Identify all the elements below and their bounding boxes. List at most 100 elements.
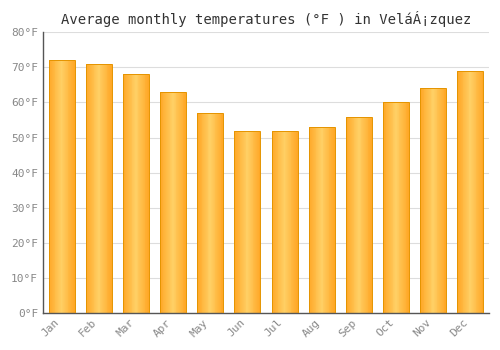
Bar: [421, 89, 422, 313]
Bar: [353, 117, 354, 313]
Bar: [126, 75, 127, 313]
Bar: [350, 117, 351, 313]
Bar: [308, 127, 334, 313]
Bar: [89, 64, 90, 313]
Bar: [217, 113, 218, 313]
Bar: [284, 131, 286, 313]
Bar: [248, 131, 249, 313]
Bar: [396, 103, 397, 313]
Bar: [128, 75, 129, 313]
Bar: [321, 127, 322, 313]
Bar: [165, 92, 166, 313]
Bar: [92, 64, 94, 313]
Bar: [48, 61, 50, 313]
Bar: [66, 61, 67, 313]
Bar: [58, 61, 59, 313]
Bar: [53, 61, 54, 313]
Bar: [436, 89, 438, 313]
Bar: [134, 75, 135, 313]
Bar: [383, 103, 409, 313]
Bar: [292, 131, 293, 313]
Bar: [275, 131, 276, 313]
Bar: [166, 92, 167, 313]
Bar: [283, 131, 284, 313]
Bar: [142, 75, 143, 313]
Bar: [356, 117, 357, 313]
Bar: [426, 89, 427, 313]
Bar: [458, 71, 483, 313]
Bar: [276, 131, 278, 313]
Bar: [202, 113, 203, 313]
Bar: [280, 131, 281, 313]
Bar: [386, 103, 388, 313]
Bar: [444, 89, 446, 313]
Bar: [287, 131, 288, 313]
Bar: [296, 131, 298, 313]
Bar: [95, 64, 96, 313]
Bar: [473, 71, 474, 313]
Bar: [127, 75, 128, 313]
Bar: [434, 89, 435, 313]
Bar: [314, 127, 316, 313]
Bar: [91, 64, 92, 313]
Bar: [254, 131, 255, 313]
Bar: [146, 75, 147, 313]
Bar: [392, 103, 394, 313]
Bar: [295, 131, 296, 313]
Bar: [106, 64, 108, 313]
Bar: [132, 75, 134, 313]
Bar: [136, 75, 138, 313]
Bar: [358, 117, 359, 313]
Bar: [143, 75, 144, 313]
Bar: [147, 75, 148, 313]
Bar: [59, 61, 60, 313]
Bar: [467, 71, 468, 313]
Bar: [96, 64, 97, 313]
Bar: [110, 64, 111, 313]
Bar: [141, 75, 142, 313]
Bar: [352, 117, 353, 313]
Bar: [200, 113, 202, 313]
Bar: [249, 131, 250, 313]
Bar: [468, 71, 469, 313]
Bar: [466, 71, 467, 313]
Bar: [178, 92, 179, 313]
Bar: [168, 92, 170, 313]
Bar: [138, 75, 140, 313]
Bar: [94, 64, 95, 313]
Bar: [428, 89, 429, 313]
Bar: [281, 131, 282, 313]
Bar: [369, 117, 370, 313]
Bar: [236, 131, 237, 313]
Bar: [205, 113, 206, 313]
Bar: [420, 89, 421, 313]
Bar: [258, 131, 260, 313]
Bar: [290, 131, 292, 313]
Bar: [251, 131, 252, 313]
Bar: [50, 61, 51, 313]
Bar: [482, 71, 484, 313]
Bar: [197, 113, 198, 313]
Bar: [257, 131, 258, 313]
Bar: [214, 113, 216, 313]
Bar: [472, 71, 473, 313]
Bar: [173, 92, 174, 313]
Bar: [388, 103, 389, 313]
Bar: [400, 103, 401, 313]
Bar: [54, 61, 56, 313]
Bar: [432, 89, 433, 313]
Bar: [351, 117, 352, 313]
Title: Average monthly temperatures (°F ) in VeláÁ¡zquez: Average monthly temperatures (°F ) in Ve…: [60, 11, 471, 27]
Bar: [364, 117, 365, 313]
Bar: [327, 127, 328, 313]
Bar: [278, 131, 280, 313]
Bar: [474, 71, 476, 313]
Bar: [354, 117, 356, 313]
Bar: [135, 75, 136, 313]
Bar: [130, 75, 132, 313]
Bar: [320, 127, 321, 313]
Bar: [479, 71, 480, 313]
Bar: [162, 92, 164, 313]
Bar: [218, 113, 219, 313]
Bar: [365, 117, 366, 313]
